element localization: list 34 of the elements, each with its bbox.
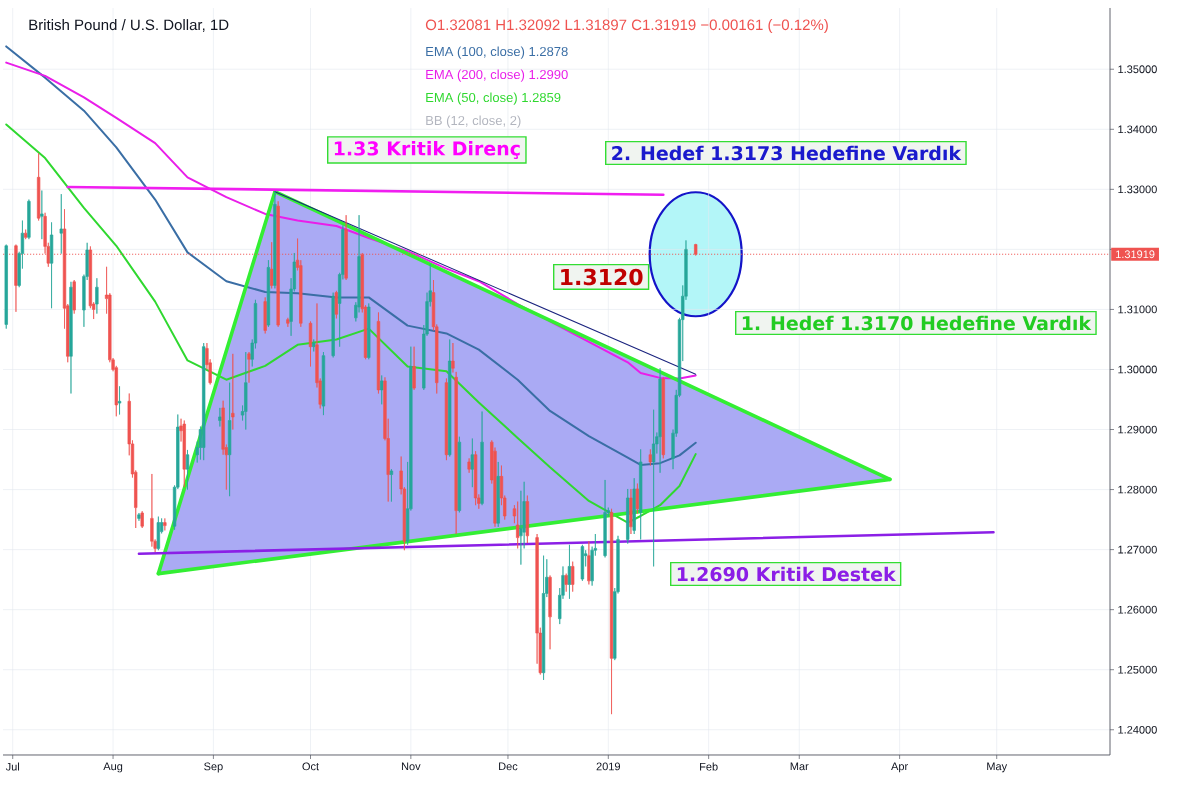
annotation: 1.3120	[561, 268, 643, 286]
y-tick-label: 1.26000	[1118, 605, 1157, 614]
ref-line-label: 1.31919	[1116, 250, 1155, 259]
x-tick-label: May	[987, 762, 1008, 773]
x-tick-label: Sep	[204, 762, 223, 773]
text: EMA (100, close) 1.2878	[426, 46, 568, 59]
annotation: 1.2690 Kritik Destek	[677, 566, 897, 582]
x-tick-label: 2019	[596, 762, 621, 771]
y-tick-label: 1.30000	[1118, 365, 1157, 374]
text: EMA (50, close) 1.2859	[426, 92, 561, 105]
y-tick-label: 1.31000	[1118, 305, 1157, 314]
annotation: 1. Hedef 1.3170 Hedefine Vardık	[742, 315, 1092, 331]
text: EMA (200, close) 1.2990	[426, 69, 568, 82]
y-tick-label: 1.25000	[1118, 665, 1157, 674]
x-tick-label: Oct	[302, 762, 319, 771]
y-tick-label: 1.29000	[1118, 425, 1157, 434]
x-tick-label: Apr	[891, 762, 908, 773]
x-tick-label: Mar	[790, 762, 809, 771]
x-tick-label: Aug	[103, 762, 123, 773]
y-tick-label: 1.28000	[1118, 485, 1157, 494]
y-tick-label: 1.34000	[1118, 125, 1157, 134]
annotation: 1.33 Kritik Direnç	[334, 140, 520, 160]
x-tick-label: Feb	[700, 762, 718, 771]
text: British Pound / U.S. Dollar, 1D	[29, 19, 229, 32]
text: O1.32081 H1.32092 L1.31897 C1.31919 −0.00161 (−0.12%)	[425, 19, 828, 34]
x-tick-label: Jul	[5, 762, 20, 771]
annotation: 2. Hedef 1.3173 Hedefine Vardık	[612, 145, 962, 161]
y-tick-label: 1.33000	[1118, 185, 1157, 194]
x-tick-label: Nov	[401, 762, 421, 771]
annotation: BB (12, close, 2)	[426, 115, 521, 128]
y-tick-label: 1.24000	[1118, 725, 1157, 734]
y-tick-label: 1.27000	[1118, 545, 1157, 554]
x-tick-label: Dec	[499, 762, 518, 771]
y-tick-label: 1.35000	[1118, 65, 1157, 74]
